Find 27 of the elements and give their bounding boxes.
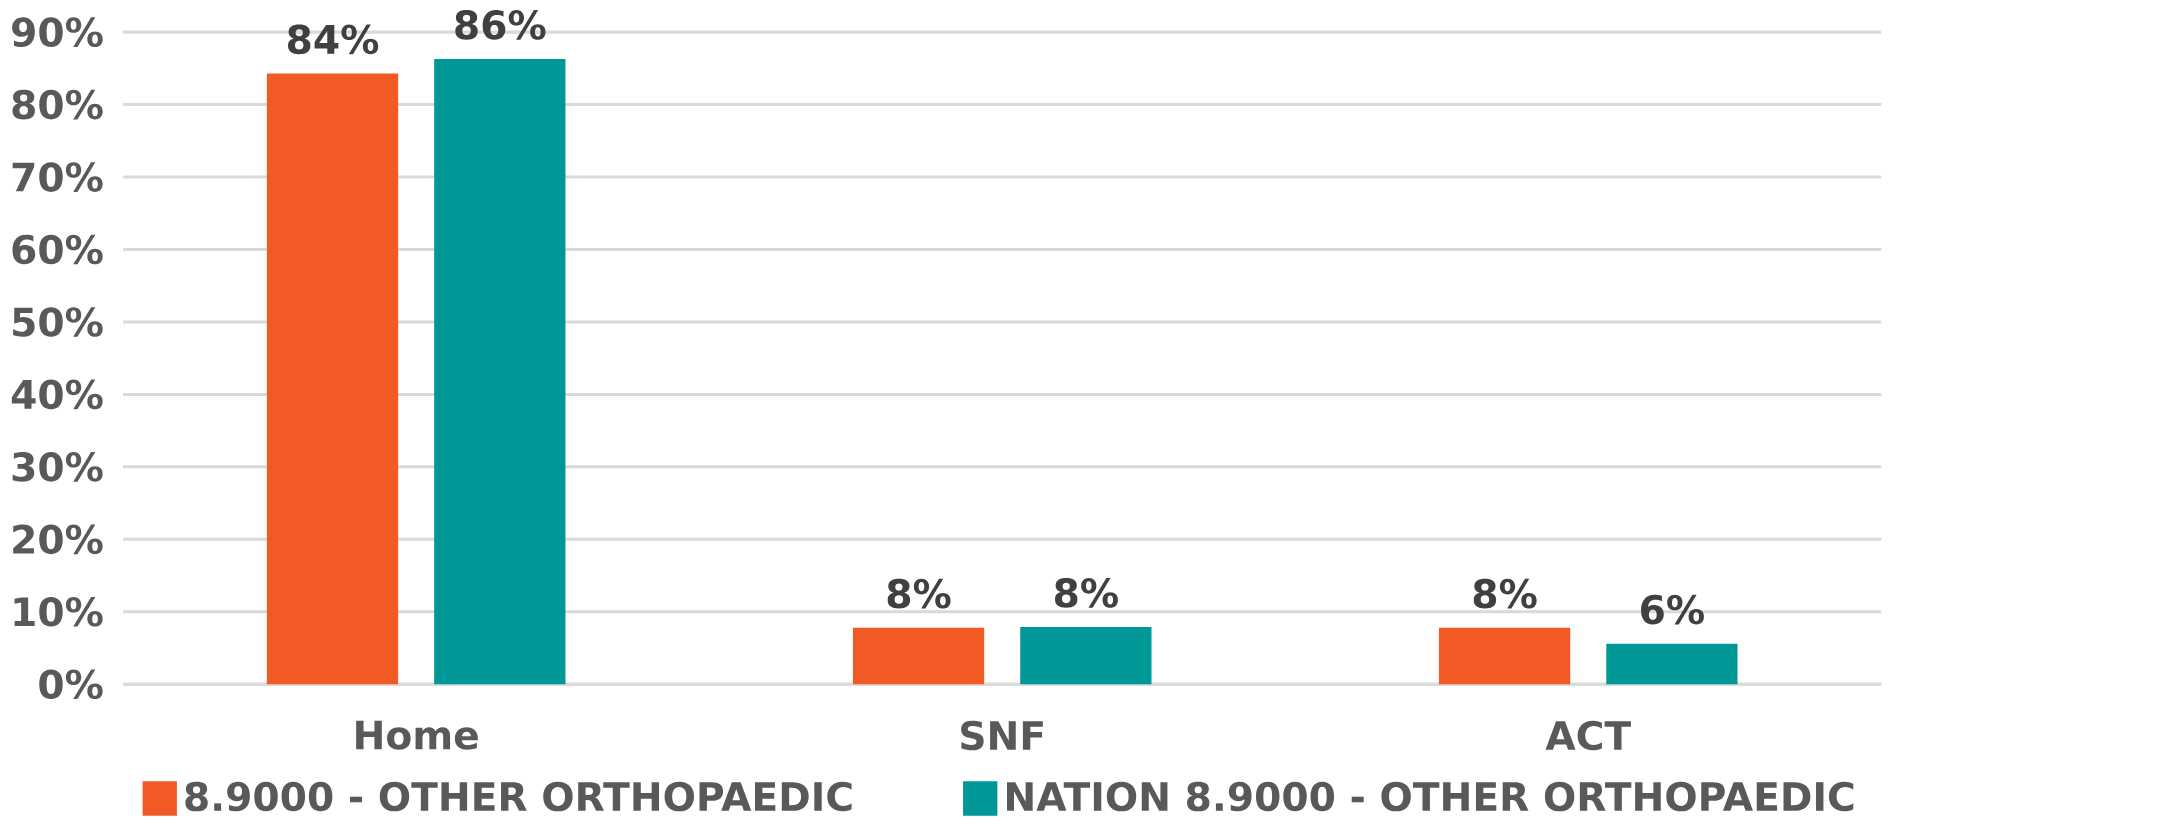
bar (1606, 643, 1738, 685)
data-label: 8% (1055, 577, 1118, 608)
y-tick-label: 30% (12, 451, 103, 482)
y-tick-label: 50% (13, 306, 103, 337)
x-tick-label: Home (356, 720, 478, 750)
data-label: 8% (1473, 578, 1537, 609)
x-tick-label: ACT (1545, 720, 1631, 751)
y-tick-label: 10% (14, 596, 103, 627)
y-tick-label: 20% (13, 524, 103, 554)
bar (1020, 626, 1152, 685)
bar (1438, 627, 1571, 685)
x-tick-label: SNF (961, 720, 1043, 751)
bar (852, 627, 985, 685)
data-label: 6% (1641, 594, 1704, 625)
y-tick-label: 80% (12, 89, 103, 120)
data-label: 84% (287, 24, 379, 55)
legend-label: 8.9000 - OTHER ORTHOPAEDIC (185, 781, 852, 812)
y-tick-label: 90% (12, 17, 103, 47)
bar (434, 58, 566, 685)
y-tick-label: 0% (39, 669, 103, 699)
bar (266, 73, 399, 685)
legend-label: NATION 8.9000 - OTHER ORTHOPAEDIC (1007, 781, 1854, 812)
y-tick-label: 70% (12, 162, 103, 192)
y-tick-label: 60% (12, 234, 103, 265)
data-label: 8% (887, 578, 951, 609)
y-tick-label: 40% (11, 379, 103, 410)
data-label: 86% (455, 9, 546, 40)
